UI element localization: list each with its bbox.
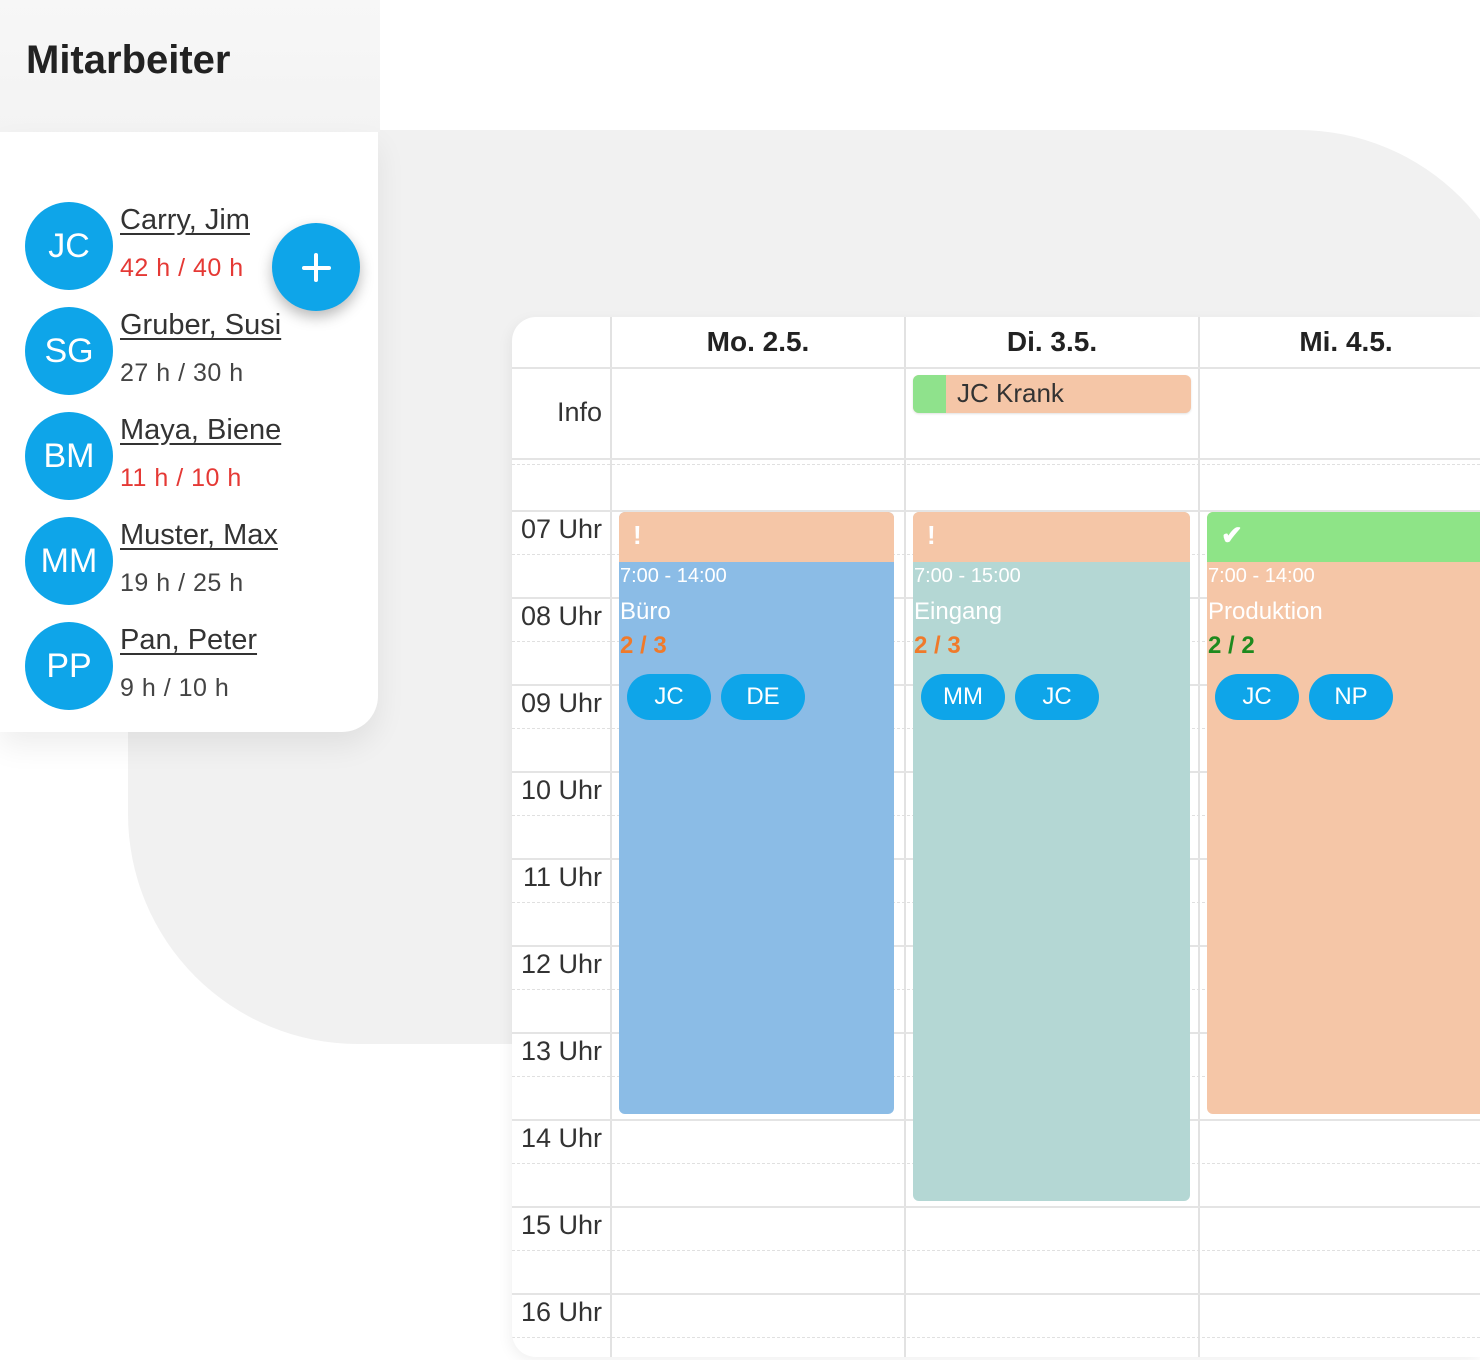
shift-time: 7:00 - 15:00 — [914, 565, 1021, 587]
check-icon: ✔ — [1221, 520, 1243, 550]
event-color-stripe — [913, 375, 946, 413]
shift-status-bar: ! — [619, 512, 894, 562]
grid-line — [512, 1206, 1480, 1208]
time-label: 12 Uhr — [520, 949, 602, 979]
employee-hours: 9 h / 10 h — [120, 674, 230, 702]
time-label: 09 Uhr — [520, 688, 602, 718]
time-label: 13 Uhr — [520, 1036, 602, 1066]
staff-chip[interactable]: JC — [627, 674, 711, 720]
grid-line — [1198, 317, 1200, 1357]
grid-line — [512, 1293, 1480, 1295]
grid-line — [512, 464, 1480, 465]
employee-name-link[interactable]: Maya, Biene — [120, 414, 282, 446]
grid-line — [512, 1250, 1480, 1251]
shift-staff-count: 2 / 3 — [620, 632, 667, 659]
staff-chip[interactable]: DE — [721, 674, 805, 720]
header-background — [0, 0, 380, 132]
grid-line — [610, 317, 612, 1357]
shift-location: Büro — [620, 598, 671, 625]
grid-line — [512, 367, 1480, 369]
avatar: PP — [25, 622, 113, 710]
employee-hours: 27 h / 30 h — [120, 359, 244, 387]
day-header-tuesday[interactable]: Di. 3.5. — [1006, 326, 1098, 357]
employee-row-muster-max[interactable]: MM Muster, Max 19 h / 25 h — [0, 517, 378, 613]
staff-chip[interactable]: MM — [921, 674, 1005, 720]
day-header-wednesday[interactable]: Mi. 4.5. — [1299, 326, 1393, 357]
avatar: MM — [25, 517, 113, 605]
grid-line — [512, 458, 1480, 460]
exclamation-icon: ! — [927, 520, 936, 550]
employee-panel: JC Carry, Jim 42 h / 40 h SG Gruber, Sus… — [0, 132, 378, 732]
employee-name-link[interactable]: Muster, Max — [120, 519, 278, 551]
employee-name-link[interactable]: Carry, Jim — [120, 204, 250, 236]
employee-hours: 19 h / 25 h — [120, 569, 244, 597]
avatar: SG — [25, 307, 113, 395]
employee-row-carry-jim[interactable]: JC Carry, Jim 42 h / 40 h — [0, 202, 378, 298]
shift-time: 7:00 - 14:00 — [1208, 565, 1315, 587]
shift-status-bar: ! — [913, 512, 1190, 562]
time-label: 11 Uhr — [522, 862, 602, 892]
employee-hours: 42 h / 40 h — [120, 254, 244, 282]
employee-row-gruber-susi[interactable]: SG Gruber, Susi 27 h / 30 h — [0, 307, 378, 403]
add-employee-button[interactable] — [272, 223, 360, 311]
time-label: 07 Uhr — [520, 514, 602, 544]
exclamation-icon: ! — [633, 520, 642, 550]
shift-location: Produktion — [1208, 598, 1323, 625]
shift-card-produktion[interactable]: ✔ 7:00 - 14:00 Produktion 2 / 2 JC NP — [1207, 512, 1480, 1114]
week-calendar: Mo. 2.5. Di. 3.5. Mi. 4.5. Info JC Krank… — [512, 317, 1480, 1357]
avatar: BM — [25, 412, 113, 500]
time-label: 16 Uhr — [520, 1297, 602, 1327]
staff-chip[interactable]: NP — [1309, 674, 1393, 720]
shift-time: 7:00 - 14:00 — [620, 565, 727, 587]
shift-location: Eingang — [914, 598, 1003, 625]
avatar: JC — [25, 202, 113, 290]
employee-hours: 11 h / 10 h — [120, 464, 242, 492]
shift-card-buero[interactable]: ! 7:00 - 14:00 Büro 2 / 3 JC DE — [619, 512, 894, 1114]
staff-chip[interactable]: JC — [1015, 674, 1099, 720]
staff-chip[interactable]: JC — [1215, 674, 1299, 720]
day-header-monday[interactable]: Mo. 2.5. — [706, 326, 810, 357]
time-label: 10 Uhr — [520, 775, 602, 805]
employee-row-maya-biene[interactable]: BM Maya, Biene 11 h / 10 h — [0, 412, 378, 508]
info-event-text: JC Krank — [957, 378, 1064, 408]
grid-line — [904, 317, 906, 1357]
grid-line — [512, 1337, 1480, 1338]
employee-name-link[interactable]: Gruber, Susi — [120, 309, 282, 341]
time-label: 14 Uhr — [520, 1123, 602, 1153]
shift-staff-count: 2 / 3 — [914, 632, 961, 659]
info-row-label: Info — [556, 397, 602, 427]
page-title: Mitarbeiter — [26, 38, 231, 82]
time-label: 08 Uhr — [520, 601, 602, 631]
employee-row-pan-peter[interactable]: PP Pan, Peter 9 h / 10 h — [0, 622, 378, 718]
info-event-sick[interactable]: JC Krank — [913, 375, 1191, 413]
shift-staff-count: 2 / 2 — [1208, 632, 1255, 659]
shift-card-eingang[interactable]: ! 7:00 - 15:00 Eingang 2 / 3 MM JC — [913, 512, 1190, 1201]
shift-status-bar: ✔ — [1207, 512, 1480, 562]
time-label: 15 Uhr — [520, 1210, 602, 1240]
employee-name-link[interactable]: Pan, Peter — [120, 624, 258, 656]
grid-line — [512, 510, 1480, 512]
